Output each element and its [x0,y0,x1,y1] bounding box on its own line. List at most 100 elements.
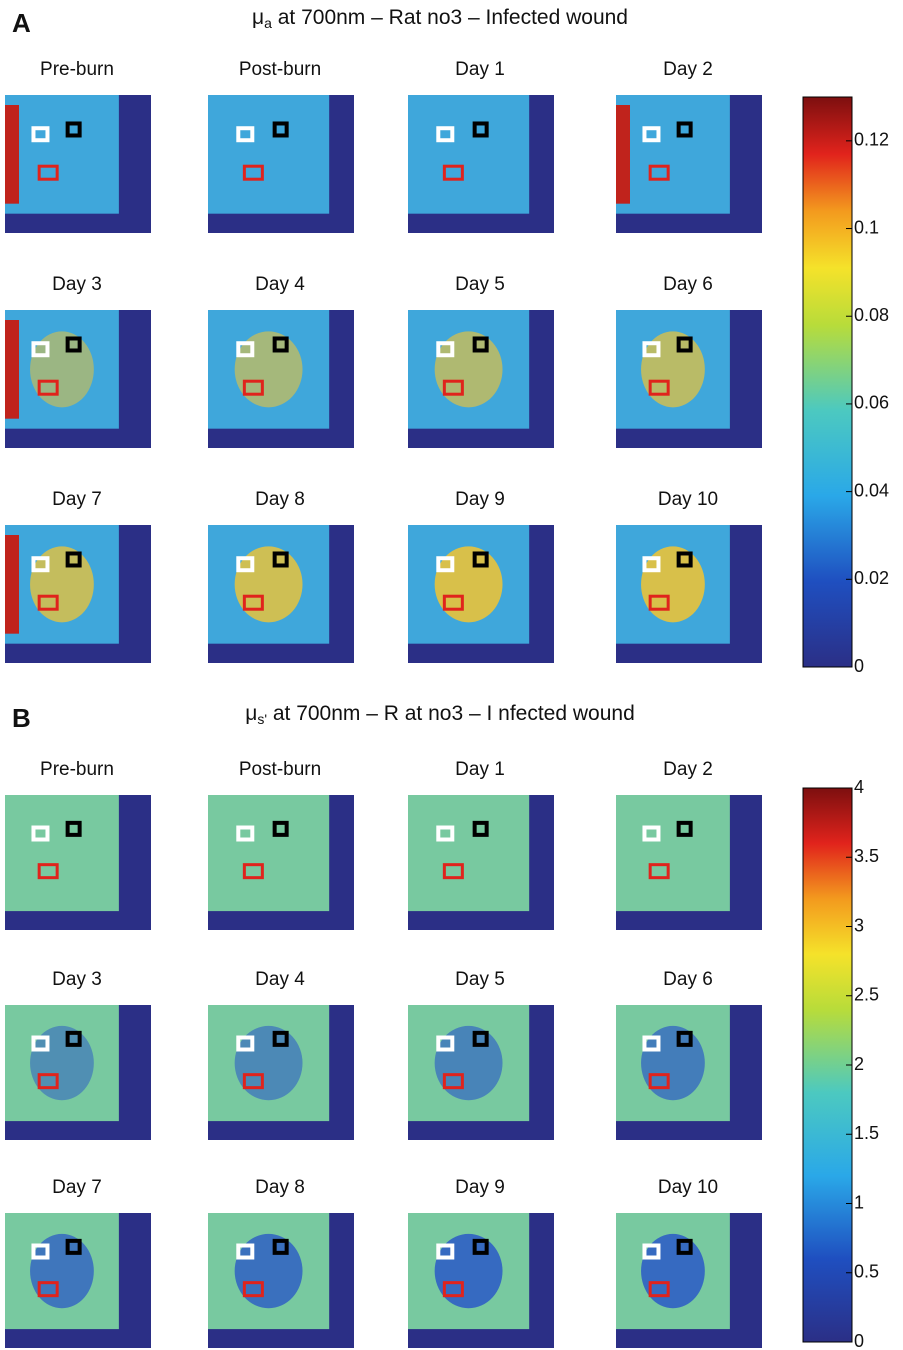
tissue-region [616,795,730,912]
heatmap-image [408,1213,554,1348]
roi-red [37,594,59,611]
roi-black [676,820,693,837]
heatmap-image [5,525,151,663]
image-label: Pre-burn [40,759,114,780]
title-symbol: μ [252,6,264,29]
image-label: Day 7 [52,1177,102,1198]
title-symbol: μ [245,702,257,725]
roi-black [472,1030,489,1047]
roi-white [236,825,255,842]
roi-black [676,1238,693,1255]
heatmap-image [616,310,762,448]
roi-white [436,1035,455,1052]
heatmap-image [5,1213,151,1348]
roi-red [442,1281,464,1298]
roi-white [31,341,50,358]
roi-black [272,1238,289,1255]
edge-region [5,320,19,419]
heatmap-image [616,95,762,233]
image-label: Day 5 [455,274,505,295]
colorbar-tick-label: 1.5 [854,1123,879,1143]
image-label: Day 9 [455,1177,505,1198]
roi-black [272,336,289,353]
roi-red [37,1073,59,1090]
title-subscript: a [264,15,272,31]
roi-white [642,341,661,358]
image-label: Day 10 [658,489,718,510]
roi-black [676,336,693,353]
heatmap-image [208,1213,354,1348]
roi-red [242,164,264,181]
roi-red [37,1281,59,1298]
image-label: Day 3 [52,969,102,990]
roi-red [648,1281,670,1298]
roi-red [37,164,59,181]
heatmap-image [5,1005,151,1140]
image-label: Day 8 [255,489,305,510]
tissue-region [408,795,530,912]
tissue-region [5,95,119,214]
heatmap-image [208,795,354,930]
colorbar-tick-label: 3.5 [854,846,879,866]
tissue-region [408,95,530,214]
roi-black [472,1238,489,1255]
colorbar-tick-label: 0.12 [854,130,889,150]
roi-white [436,556,455,573]
colorbar-tick-label: 1 [854,1192,864,1212]
colorbar-tick-label: 2 [854,1054,864,1074]
roi-black [272,551,289,568]
colorbar [802,787,853,1343]
image-label: Pre-burn [40,59,114,80]
roi-red [648,594,670,611]
colorbar [802,96,853,668]
image-label: Day 6 [663,274,713,295]
roi-white [31,1243,50,1260]
image-label: Day 1 [455,759,505,780]
image-label: Day 5 [455,969,505,990]
image-label: Day 3 [52,274,102,295]
image-label: Day 8 [255,1177,305,1198]
roi-black [65,1030,82,1047]
roi-red [242,1073,264,1090]
image-label: Day 2 [663,59,713,80]
roi-white [436,825,455,842]
heatmap-image [208,525,354,663]
image-label: Day 4 [255,969,305,990]
heatmap-image [408,525,554,663]
roi-black [472,820,489,837]
colorbar-tick-label: 2.5 [854,985,879,1005]
title-text: at 700nm – R at no3 – I nfected wound [267,702,635,725]
roi-red [242,863,264,880]
roi-red [37,863,59,880]
title-subscript: s' [257,711,267,727]
tissue-region [208,795,330,912]
edge-region [616,105,630,204]
roi-black [472,336,489,353]
heatmap-image [616,795,762,930]
roi-white [642,1243,661,1260]
colorbar-tick-label: 3 [854,915,864,935]
heatmap-image [208,95,354,233]
roi-white [436,341,455,358]
roi-red [37,379,59,396]
roi-red [648,1073,670,1090]
edge-region [5,535,19,634]
roi-white [642,126,661,143]
roi-white [31,825,50,842]
roi-black [65,121,82,138]
heatmap-image [5,795,151,930]
image-label: Day 1 [455,59,505,80]
image-label: Day 6 [663,969,713,990]
tissue-region [616,95,730,214]
colorbar-tick-label: 4 [854,777,864,797]
image-label: Day 7 [52,489,102,510]
roi-black [676,551,693,568]
roi-red [442,863,464,880]
heatmap-image [208,310,354,448]
roi-white [436,126,455,143]
roi-black [472,121,489,138]
roi-red [648,863,670,880]
roi-white [236,341,255,358]
